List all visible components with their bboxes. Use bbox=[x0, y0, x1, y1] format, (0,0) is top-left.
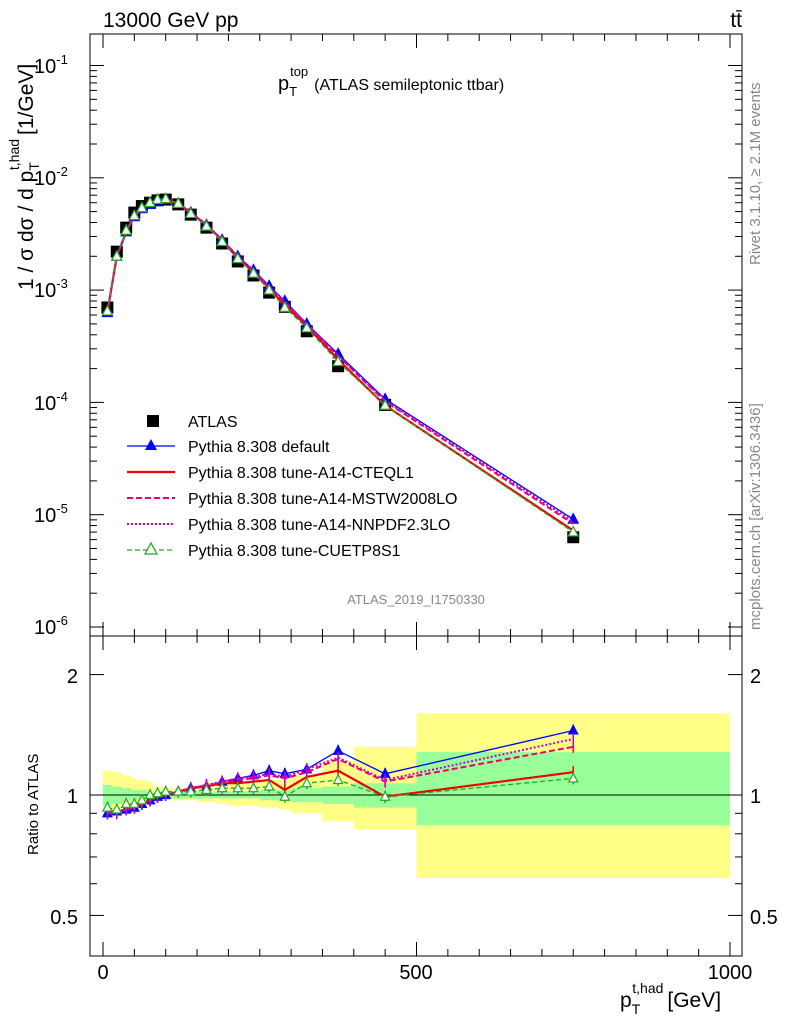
ratio-point-triangle bbox=[200, 783, 212, 794]
data-point-triangle bbox=[231, 252, 244, 264]
ratio-point-triangle bbox=[172, 785, 184, 796]
ratio-y-tick-label-right: 0.5 bbox=[750, 907, 778, 929]
legend-marker-triangle bbox=[145, 439, 157, 450]
chart-title: pTtop(ATLAS semileptonic ttbar) bbox=[278, 64, 504, 99]
process-label: tt̄ bbox=[730, 9, 742, 32]
ratio-point-triangle bbox=[101, 801, 113, 812]
y-axis-label: 1 / σ dσ / d pTt,had[1/GeV] bbox=[6, 64, 42, 290]
x-tick-label: 500 bbox=[399, 962, 432, 984]
ratio-point-triangle bbox=[128, 797, 140, 809]
ratio-y-tick-label: 1 bbox=[67, 786, 78, 808]
ratio-point-triangle bbox=[152, 786, 164, 798]
ratio-point-triangle bbox=[144, 788, 156, 800]
legend-label: Pythia 8.308 default bbox=[188, 439, 330, 456]
main-series bbox=[101, 192, 580, 544]
legend-marker-open-triangle bbox=[143, 541, 159, 555]
ratio-point-triangle bbox=[247, 781, 259, 793]
ratio-point-triangle bbox=[332, 773, 344, 785]
ratio-point-triangle bbox=[185, 785, 197, 796]
data-point-triangle bbox=[379, 398, 392, 410]
rivet-label: Rivet 3.1.10, ≥ 2.1M events bbox=[747, 83, 764, 266]
ratio-point-triangle bbox=[216, 781, 228, 793]
ratio-point-triangle bbox=[111, 803, 123, 814]
y-tick-label: 10-3 bbox=[34, 276, 68, 302]
legend: ATLAS Pythia 8.308 default Pythia 8.308 … bbox=[127, 414, 457, 560]
legend-label: Pythia 8.308 tune-A14-MSTW2008LO bbox=[188, 491, 457, 508]
ratio-point-triangle bbox=[136, 794, 148, 805]
legend-marker-atlas bbox=[147, 415, 159, 427]
data-point-triangle bbox=[110, 249, 123, 261]
energy-label: 13000 GeV pp bbox=[103, 9, 238, 32]
ratio-y-tick-label: 2 bbox=[67, 666, 78, 688]
ratio-y-label: Ratio to ATLAS bbox=[25, 754, 42, 855]
x-axis-label: pTt,had[GeV] bbox=[620, 980, 721, 1017]
mcplots-label: mcplots.cern.ch [arXiv:1306.3436] bbox=[747, 403, 764, 630]
data-point-triangle bbox=[300, 321, 313, 333]
legend-label: Pythia 8.308 tune-CUETP8S1 bbox=[188, 543, 401, 560]
ratio-point-triangle bbox=[279, 790, 291, 801]
y-tick-labels: 10-1 10-2 10-3 10-4 10-5 10-6 bbox=[34, 52, 68, 639]
data-point-triangle bbox=[200, 219, 213, 231]
ratio-y-tick-label-right: 1 bbox=[750, 786, 761, 808]
data-point-triangle bbox=[101, 304, 114, 316]
ratio-point-triangle bbox=[120, 797, 132, 809]
data-point-triangle bbox=[567, 525, 580, 537]
legend-label: ATLAS bbox=[188, 414, 238, 431]
y-tick-label: 10-1 bbox=[34, 52, 68, 78]
data-point-triangle bbox=[332, 354, 345, 367]
y-tick-label: 10-2 bbox=[34, 164, 68, 190]
data-point-triangle bbox=[263, 283, 276, 295]
data-point-triangle bbox=[151, 192, 164, 205]
ratio-series bbox=[101, 724, 579, 820]
ratio-bands bbox=[103, 713, 730, 879]
data-point-triangle bbox=[172, 196, 185, 208]
legend-label: Pythia 8.308 tune-A14-CTEQL1 bbox=[188, 465, 414, 482]
series-line bbox=[106, 198, 574, 523]
ratio-y-tick-label: 0.5 bbox=[50, 907, 78, 929]
y-tick-label: 10-4 bbox=[34, 389, 68, 415]
y-tick-label: 10-6 bbox=[34, 613, 68, 639]
ratio-y-tick-label-right: 2 bbox=[750, 666, 761, 688]
ratio-point-triangle bbox=[567, 772, 579, 783]
y-tick-label: 10-5 bbox=[34, 501, 68, 527]
ratio-axes-ticks bbox=[90, 636, 742, 956]
data-point-triangle bbox=[144, 195, 156, 208]
series-line bbox=[106, 198, 574, 533]
main-axes-ticks bbox=[90, 34, 742, 636]
data-point-triangle bbox=[247, 266, 260, 278]
legend-label: Pythia 8.308 tune-A14-NNPDF2.3LO bbox=[188, 517, 450, 534]
data-point-triangle bbox=[159, 192, 172, 204]
data-point-triangle bbox=[216, 234, 229, 247]
data-point-triangle bbox=[120, 223, 133, 235]
data-point-triangle bbox=[278, 300, 291, 312]
data-point-triangle bbox=[128, 208, 141, 221]
ratio-point-triangle bbox=[301, 776, 313, 788]
x-tick-label: 0 bbox=[97, 962, 108, 984]
x-tick-label: 1000 bbox=[708, 962, 753, 984]
ratio-point-triangle bbox=[232, 781, 244, 793]
data-point-triangle bbox=[184, 206, 197, 219]
watermark: ATLAS_2019_I1750330 bbox=[347, 592, 485, 607]
ratio-point-triangle bbox=[160, 785, 172, 796]
ratio-point-triangle bbox=[379, 790, 391, 801]
ratio-point-triangle bbox=[263, 780, 275, 791]
